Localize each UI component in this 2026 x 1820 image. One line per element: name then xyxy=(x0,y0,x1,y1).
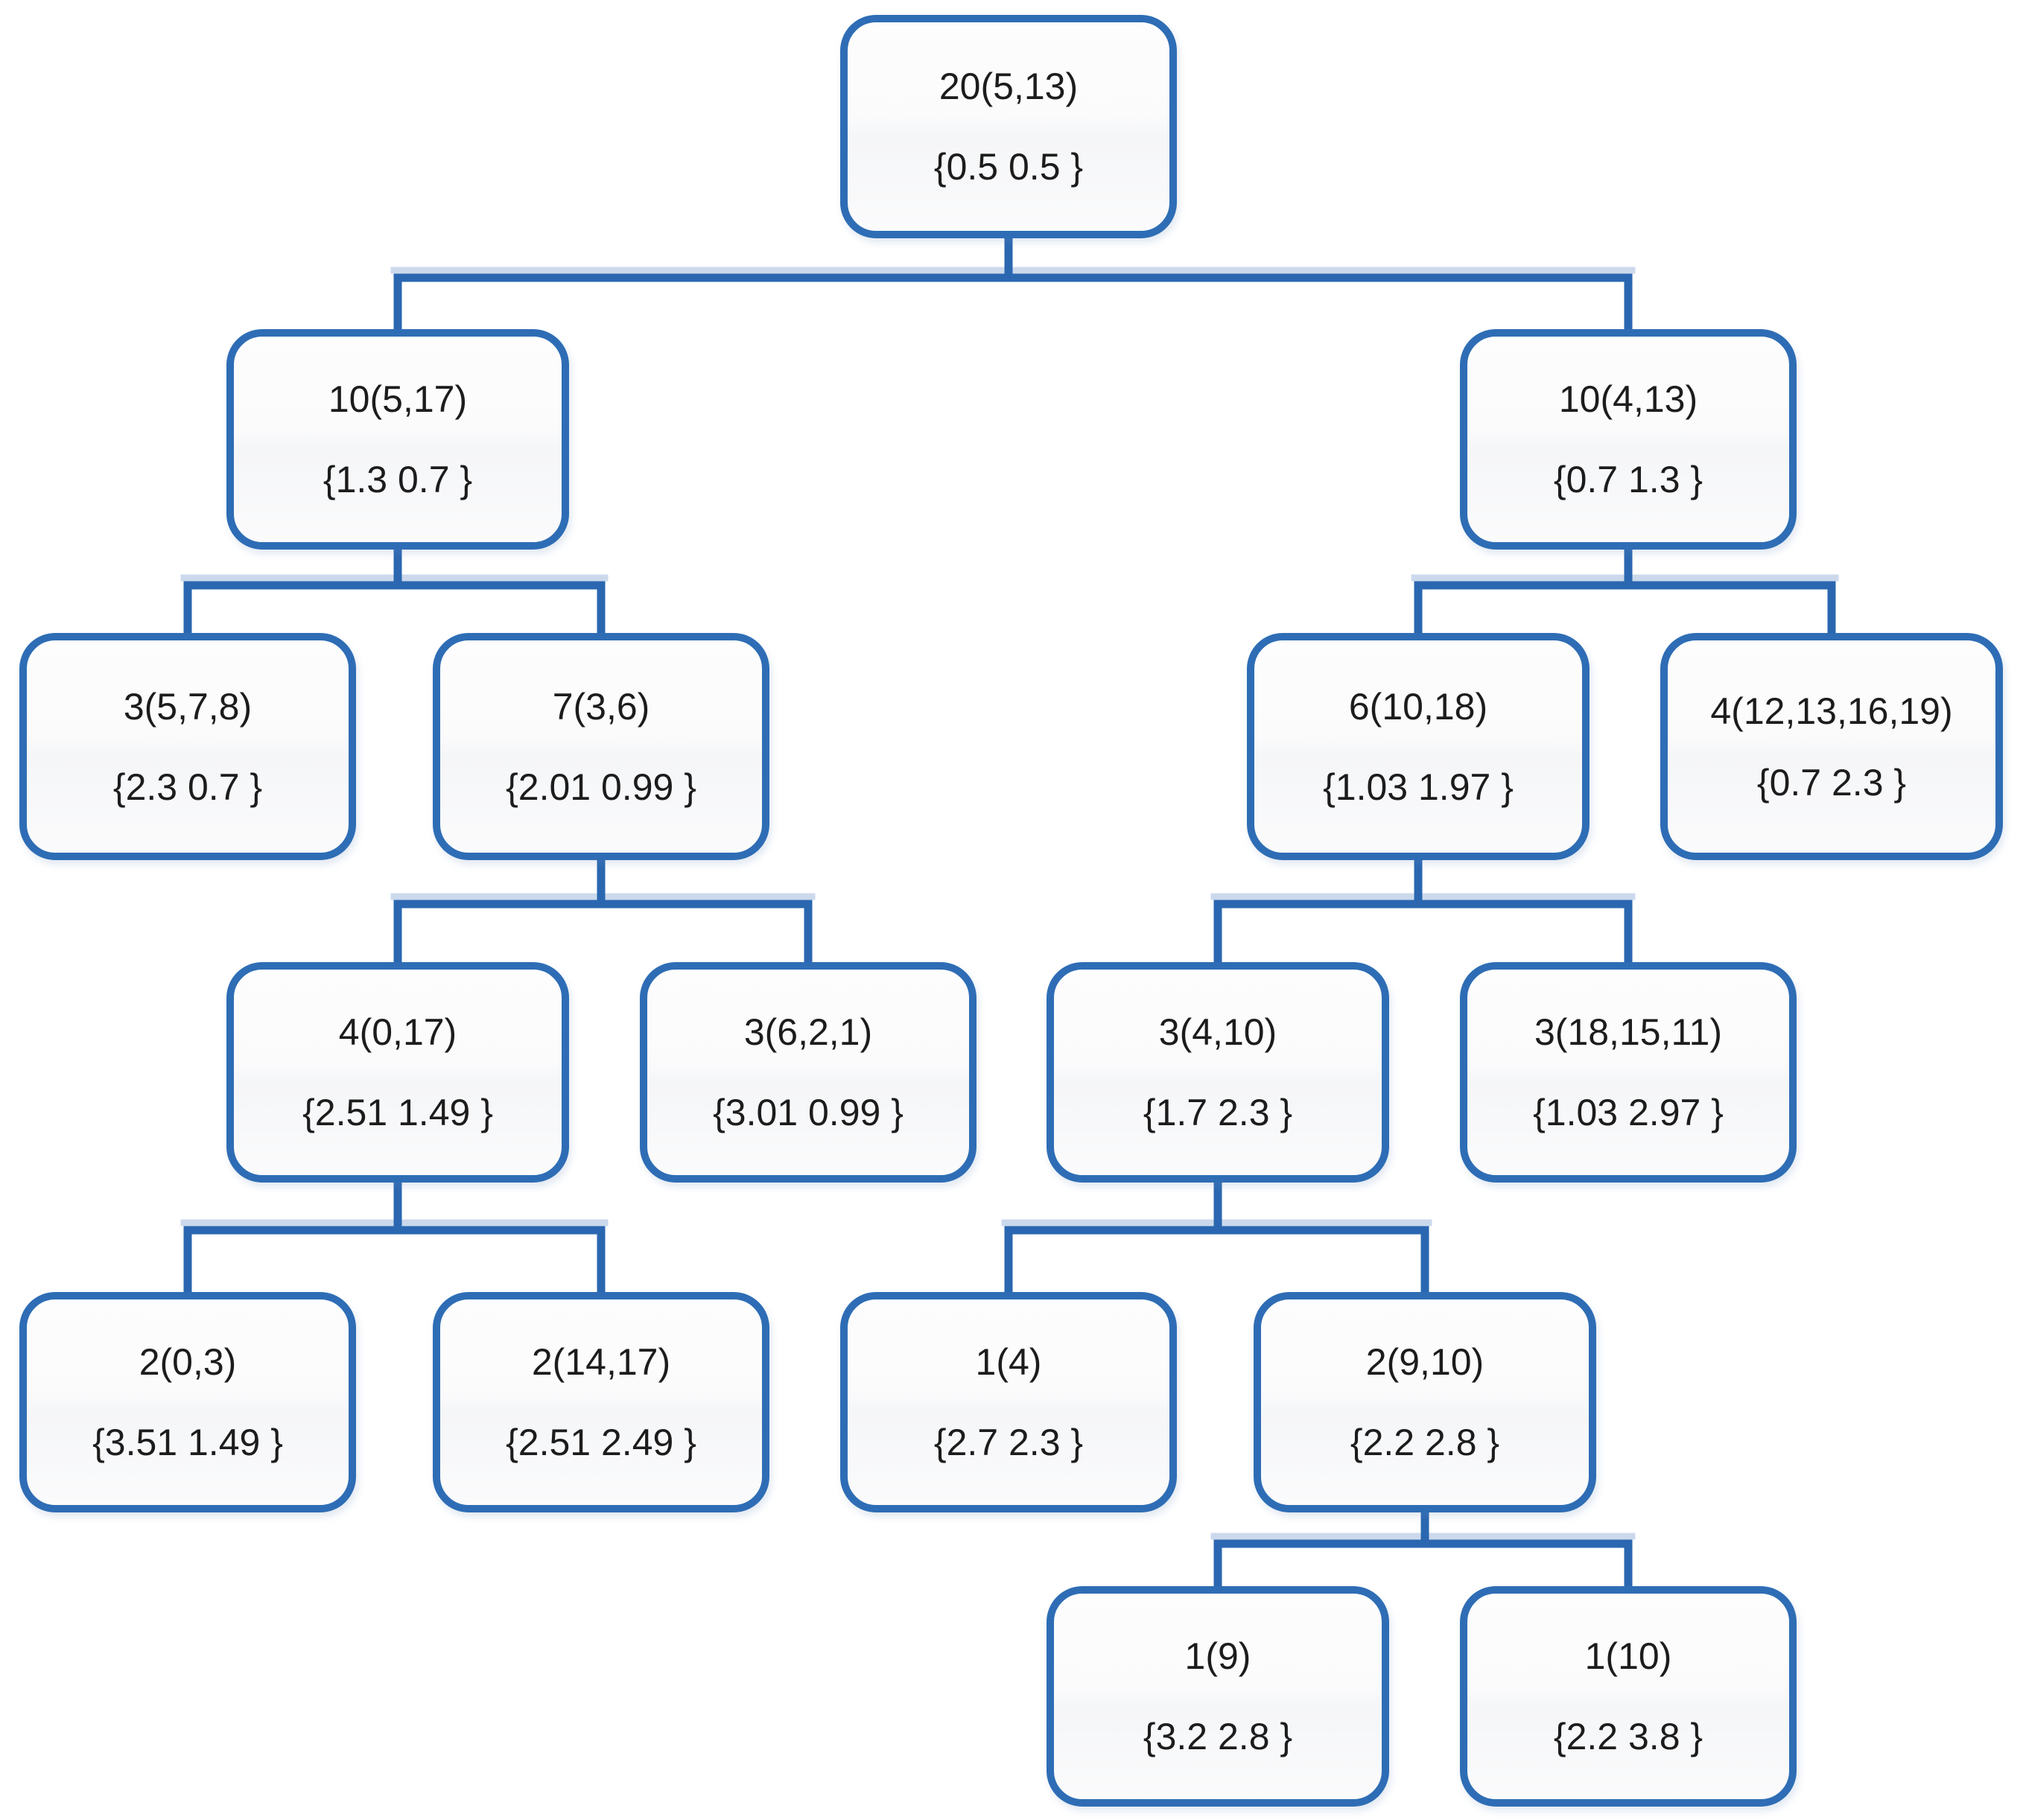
tree-node-root: 20(5,13) {0.5 0.5 } xyxy=(840,15,1177,238)
tree-node: 10(5,17) {1.3 0.7 } xyxy=(226,329,569,550)
node-weights-label: {2.51 1.49 } xyxy=(302,1092,493,1133)
node-weights-label: {1.03 2.97 } xyxy=(1533,1092,1724,1133)
tree-node: 4(12,13,16,19) {0.7 2.3 } xyxy=(1660,633,2003,860)
node-weights-label: {0.7 2.3 } xyxy=(1756,761,1907,804)
tree-node: 2(9,10) {2.2 2.8 } xyxy=(1254,1292,1596,1512)
tree-node: 2(0,3) {3.51 1.49 } xyxy=(19,1292,356,1512)
node-weights-label: {3.01 0.99 } xyxy=(713,1092,904,1133)
node-count-label: 3(4,10) xyxy=(1158,1011,1277,1053)
node-weights-label: {2.3 0.7 } xyxy=(112,766,263,808)
node-count-label: 2(9,10) xyxy=(1365,1341,1484,1383)
tree-node: 1(9) {3.2 2.8 } xyxy=(1047,1586,1389,1807)
node-weights-label: {3.51 1.49 } xyxy=(92,1422,283,1463)
tree-node: 6(10,18) {1.03 1.97 } xyxy=(1247,633,1590,860)
node-count-label: 2(14,17) xyxy=(531,1341,671,1383)
node-count-label: 2(0,3) xyxy=(139,1341,237,1383)
tree-node: 1(10) {2.2 3.8 } xyxy=(1460,1586,1797,1807)
node-weights-label: {2.2 3.8 } xyxy=(1553,1716,1703,1757)
tree-node: 3(4,10) {1.7 2.3 } xyxy=(1047,962,1389,1183)
node-count-label: 4(12,13,16,19) xyxy=(1710,690,1953,732)
tree-node: 3(5,7,8) {2.3 0.7 } xyxy=(19,633,356,860)
node-weights-label: {2.51 2.49 } xyxy=(506,1422,696,1463)
node-count-label: 1(9) xyxy=(1184,1635,1251,1677)
node-weights-label: {1.03 1.97 } xyxy=(1323,766,1514,808)
node-weights-label: {1.3 0.7 } xyxy=(323,459,473,500)
tree-node: 3(18,15,11) {1.03 2.97 } xyxy=(1460,962,1797,1183)
node-count-label: 6(10,18) xyxy=(1348,685,1488,728)
tree-node: 7(3,6) {2.01 0.99 } xyxy=(433,633,769,860)
node-count-label: 1(4) xyxy=(975,1341,1042,1383)
node-count-label: 3(5,7,8) xyxy=(123,685,253,728)
node-count-label: 1(10) xyxy=(1584,1635,1672,1677)
node-count-label: 7(3,6) xyxy=(552,685,650,728)
tree-node: 4(0,17) {2.51 1.49 } xyxy=(226,962,569,1183)
node-weights-label: {2.01 0.99 } xyxy=(506,766,696,808)
tree-node: 2(14,17) {2.51 2.49 } xyxy=(433,1292,769,1512)
node-weights-label: {3.2 2.8 } xyxy=(1143,1716,1293,1757)
tree-node: 1(4) {2.7 2.3 } xyxy=(840,1292,1177,1512)
tree-node: 10(4,13) {0.7 1.3 } xyxy=(1460,329,1797,550)
node-weights-label: {2.7 2.3 } xyxy=(933,1422,1084,1463)
node-weights-label: {2.2 2.8 } xyxy=(1350,1422,1500,1463)
node-count-label: 3(6,2,1) xyxy=(743,1011,873,1053)
node-count-label: 10(4,13) xyxy=(1558,378,1698,420)
node-count-label: 10(5,17) xyxy=(328,378,468,420)
node-count-label: 4(0,17) xyxy=(338,1011,457,1053)
node-weights-label: {0.5 0.5 } xyxy=(933,146,1084,188)
node-weights-label: {0.7 1.3 } xyxy=(1553,459,1703,500)
tree-node: 3(6,2,1) {3.01 0.99 } xyxy=(640,962,977,1183)
node-count-label: 20(5,13) xyxy=(939,66,1079,107)
node-weights-label: {1.7 2.3 } xyxy=(1143,1092,1293,1133)
node-count-label: 3(18,15,11) xyxy=(1534,1011,1723,1053)
